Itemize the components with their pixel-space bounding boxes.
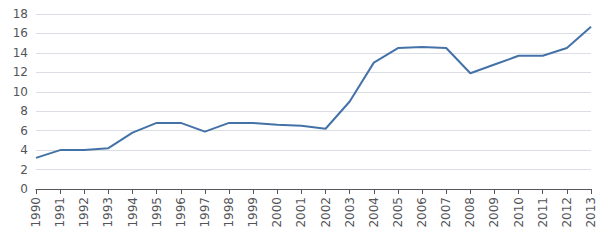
svg-text:1997: 1997 (198, 197, 212, 228)
svg-text:2009: 2009 (487, 197, 501, 228)
svg-text:2000: 2000 (270, 197, 284, 228)
svg-text:10: 10 (13, 85, 28, 99)
svg-text:12: 12 (13, 65, 28, 79)
svg-text:14: 14 (13, 46, 28, 60)
svg-text:2004: 2004 (367, 197, 381, 228)
svg-text:18: 18 (13, 7, 28, 21)
svg-text:1999: 1999 (246, 197, 260, 228)
svg-text:1990: 1990 (29, 197, 43, 228)
svg-text:1993: 1993 (101, 197, 115, 228)
svg-text:1996: 1996 (174, 197, 188, 228)
svg-text:0: 0 (20, 182, 28, 196)
svg-text:2011: 2011 (536, 197, 550, 228)
svg-text:1995: 1995 (150, 197, 164, 228)
svg-text:2005: 2005 (391, 197, 405, 228)
svg-text:2001: 2001 (294, 197, 308, 228)
svg-text:2: 2 (20, 163, 28, 177)
svg-text:6: 6 (20, 124, 28, 138)
svg-text:1991: 1991 (53, 197, 67, 228)
svg-text:4: 4 (20, 143, 28, 157)
svg-text:1998: 1998 (222, 197, 236, 228)
svg-text:2007: 2007 (439, 197, 453, 228)
svg-text:1992: 1992 (77, 197, 91, 228)
svg-text:2008: 2008 (463, 197, 477, 228)
svg-text:16: 16 (13, 26, 28, 40)
svg-text:8: 8 (20, 104, 28, 118)
svg-text:1994: 1994 (126, 197, 140, 228)
svg-text:2012: 2012 (560, 197, 574, 228)
svg-text:2002: 2002 (319, 197, 333, 228)
svg-text:2006: 2006 (415, 197, 429, 228)
svg-text:2013: 2013 (584, 197, 598, 228)
svg-text:2010: 2010 (512, 197, 526, 228)
svg-text:2003: 2003 (343, 197, 357, 228)
